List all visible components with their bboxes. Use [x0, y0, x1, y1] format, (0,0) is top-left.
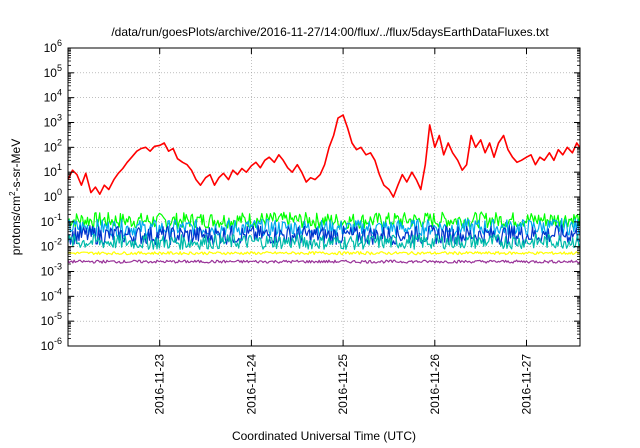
chart-title: /data/run/goesPlots/archive/2016-11-27/1…	[111, 25, 549, 39]
y-tick-label-exponent: -6	[54, 336, 62, 346]
x-tick-label: 2016-11-24	[244, 354, 258, 415]
y-tick-label-exponent: 4	[57, 88, 62, 98]
y-tick-label-base: 10	[44, 165, 58, 179]
y-tick-label: 101	[44, 162, 62, 179]
series-line-4	[68, 233, 580, 250]
y-tick-label: 10-3	[41, 262, 62, 279]
y-tick-label-base: 10	[44, 91, 58, 105]
series-line-6	[68, 259, 580, 264]
y-axis-label-superscript: 2	[8, 191, 17, 196]
y-tick-label-exponent: -5	[54, 311, 62, 321]
y-tick-label: 106	[44, 38, 62, 55]
y-tick-label-base: 10	[41, 339, 55, 353]
series-line-5	[68, 251, 580, 256]
y-tick-label-exponent: 6	[57, 38, 62, 48]
y-tick-label-exponent: -4	[54, 286, 62, 296]
series-layer	[68, 114, 580, 264]
y-tick-label-exponent: -1	[54, 212, 62, 222]
y-tick-label: 10-6	[41, 336, 62, 353]
y-tick-label-base: 10	[41, 314, 55, 328]
axis-layer: 10-610-510-410-310-210-11001011021031041…	[41, 38, 580, 415]
x-tick-label: 2016-11-26	[428, 354, 442, 415]
y-tick-label-base: 10	[44, 66, 58, 80]
y-axis-label-main: protons/cm	[9, 196, 23, 255]
y-tick-label: 10-1	[41, 212, 62, 229]
series-line-0	[68, 114, 580, 198]
y-tick-label-exponent: 1	[57, 162, 62, 172]
y-tick-label-exponent: 0	[57, 187, 62, 197]
y-tick-label-base: 10	[44, 190, 58, 204]
y-tick-label-exponent: 2	[57, 137, 62, 147]
x-tick-label: 2016-11-27	[520, 354, 534, 415]
y-tick-label-exponent: 3	[57, 113, 62, 123]
y-tick-label: 10-2	[41, 237, 62, 254]
x-tick-label: 2016-11-23	[153, 354, 167, 415]
y-tick-label: 105	[44, 63, 62, 80]
y-tick-label-exponent: 5	[57, 63, 62, 73]
x-tick-label: 2016-11-25	[336, 354, 350, 415]
y-tick-label-base: 10	[41, 265, 55, 279]
y-tick-label-base: 10	[41, 289, 55, 303]
y-tick-label-base: 10	[44, 116, 58, 130]
y-tick-label: 10-4	[41, 286, 62, 303]
x-axis-label: Coordinated Universal Time (UTC)	[232, 429, 416, 443]
y-tick-label-base: 10	[41, 240, 55, 254]
y-tick-label-base: 10	[44, 41, 58, 55]
y-axis-label-rest: -s-sr-MeV	[9, 139, 23, 192]
y-axis-label: protons/cm2-s-sr-MeV	[8, 139, 23, 255]
y-tick-label: 104	[44, 88, 62, 105]
y-tick-label-base: 10	[44, 140, 58, 154]
y-tick-label-exponent: -2	[54, 237, 62, 247]
y-tick-label-exponent: -3	[54, 262, 62, 272]
series-line-1	[68, 211, 580, 230]
y-tick-label: 100	[44, 187, 62, 204]
y-tick-label: 102	[44, 137, 62, 154]
y-tick-label: 10-5	[41, 311, 62, 328]
y-tick-label: 103	[44, 113, 62, 130]
y-tick-label-base: 10	[41, 215, 55, 229]
